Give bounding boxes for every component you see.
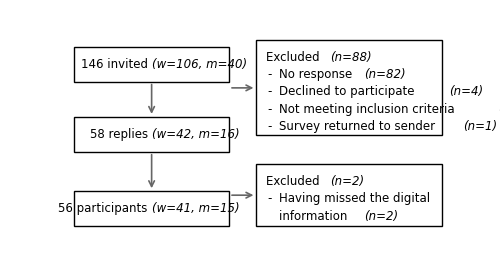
- Text: No response: No response: [278, 68, 355, 81]
- Text: (w=41, m=15): (w=41, m=15): [152, 202, 240, 215]
- FancyBboxPatch shape: [256, 40, 442, 135]
- Text: (n=4): (n=4): [448, 85, 483, 98]
- Text: Survey returned to sender: Survey returned to sender: [278, 120, 438, 133]
- Text: -: -: [268, 85, 276, 98]
- Text: -: -: [268, 120, 276, 133]
- Text: -: -: [268, 103, 276, 116]
- Text: (w=106, m=40): (w=106, m=40): [152, 58, 247, 71]
- Text: (n=1): (n=1): [498, 103, 500, 116]
- Text: 146 invited: 146 invited: [81, 58, 152, 71]
- Text: Having missed the digital: Having missed the digital: [278, 192, 430, 205]
- Text: 58 replies: 58 replies: [90, 128, 152, 141]
- Text: (n=88): (n=88): [330, 51, 372, 64]
- Text: information: information: [278, 210, 351, 223]
- FancyBboxPatch shape: [74, 191, 229, 226]
- Text: -: -: [268, 192, 276, 205]
- FancyBboxPatch shape: [256, 164, 442, 226]
- Text: Excluded: Excluded: [266, 51, 324, 64]
- Text: (n=2): (n=2): [330, 174, 364, 188]
- FancyBboxPatch shape: [74, 117, 229, 152]
- Text: (n=1): (n=1): [463, 120, 497, 133]
- Text: 56 participants: 56 participants: [58, 202, 152, 215]
- Text: Declined to participate: Declined to participate: [278, 85, 418, 98]
- Text: (w=42, m=16): (w=42, m=16): [152, 128, 240, 141]
- Text: Not meeting inclusion criteria: Not meeting inclusion criteria: [278, 103, 458, 116]
- Text: -: -: [268, 68, 276, 81]
- FancyBboxPatch shape: [74, 47, 229, 82]
- Text: (n=82): (n=82): [364, 68, 406, 81]
- Text: (n=2): (n=2): [364, 210, 398, 223]
- Text: Excluded: Excluded: [266, 174, 324, 188]
